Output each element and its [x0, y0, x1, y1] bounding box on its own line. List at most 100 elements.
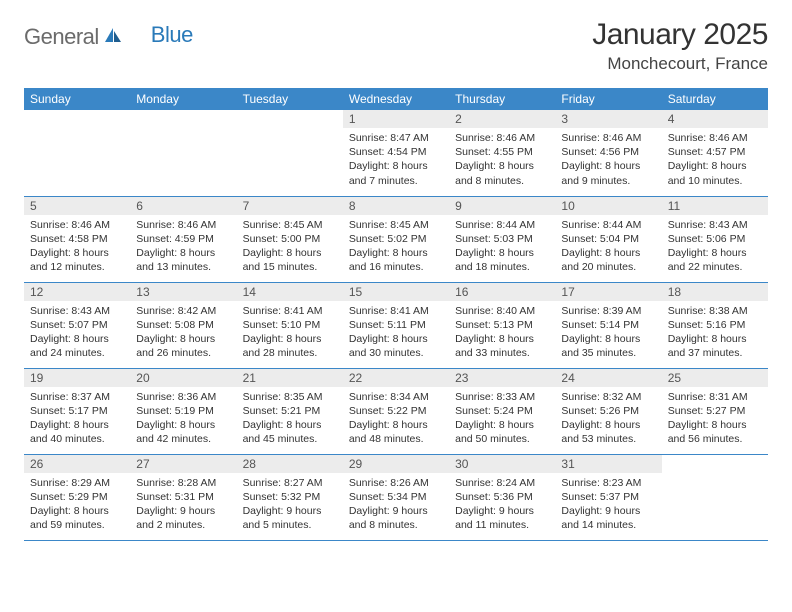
- calendar-cell: 31Sunrise: 8:23 AMSunset: 5:37 PMDayligh…: [555, 454, 661, 540]
- sunset-line: Sunset: 5:08 PM: [136, 318, 230, 332]
- day-body: Sunrise: 8:34 AMSunset: 5:22 PMDaylight:…: [343, 387, 449, 451]
- sunset-line: Sunset: 4:54 PM: [349, 145, 443, 159]
- day-number: 15: [343, 283, 449, 301]
- day-body: Sunrise: 8:45 AMSunset: 5:02 PMDaylight:…: [343, 215, 449, 279]
- daylight-line: Daylight: 8 hours and 48 minutes.: [349, 418, 443, 446]
- calendar-cell: 2Sunrise: 8:46 AMSunset: 4:55 PMDaylight…: [449, 110, 555, 196]
- day-body: Sunrise: 8:36 AMSunset: 5:19 PMDaylight:…: [130, 387, 236, 451]
- sunset-line: Sunset: 5:24 PM: [455, 404, 549, 418]
- daylight-line: Daylight: 9 hours and 5 minutes.: [243, 504, 337, 532]
- sunrise-line: Sunrise: 8:23 AM: [561, 476, 655, 490]
- header: General Blue January 2025 Monchecourt, F…: [24, 18, 768, 74]
- calendar-cell: 24Sunrise: 8:32 AMSunset: 5:26 PMDayligh…: [555, 368, 661, 454]
- day-number: 6: [130, 197, 236, 215]
- sunset-line: Sunset: 5:03 PM: [455, 232, 549, 246]
- day-number: 5: [24, 197, 130, 215]
- daylight-line: Daylight: 8 hours and 30 minutes.: [349, 332, 443, 360]
- daylight-line: Daylight: 8 hours and 42 minutes.: [136, 418, 230, 446]
- sunrise-line: Sunrise: 8:41 AM: [349, 304, 443, 318]
- sunset-line: Sunset: 5:16 PM: [668, 318, 762, 332]
- calendar-cell: 16Sunrise: 8:40 AMSunset: 5:13 PMDayligh…: [449, 282, 555, 368]
- daylight-line: Daylight: 8 hours and 9 minutes.: [561, 159, 655, 187]
- daylight-line: Daylight: 8 hours and 56 minutes.: [668, 418, 762, 446]
- calendar-cell-empty: [24, 110, 130, 196]
- sunrise-line: Sunrise: 8:27 AM: [243, 476, 337, 490]
- title-block: January 2025 Monchecourt, France: [592, 18, 768, 74]
- daylight-line: Daylight: 8 hours and 10 minutes.: [668, 159, 762, 187]
- sunset-line: Sunset: 5:04 PM: [561, 232, 655, 246]
- sunset-line: Sunset: 4:57 PM: [668, 145, 762, 159]
- daylight-line: Daylight: 8 hours and 33 minutes.: [455, 332, 549, 360]
- calendar-row: 26Sunrise: 8:29 AMSunset: 5:29 PMDayligh…: [24, 454, 768, 540]
- sunset-line: Sunset: 5:06 PM: [668, 232, 762, 246]
- calendar-cell: 15Sunrise: 8:41 AMSunset: 5:11 PMDayligh…: [343, 282, 449, 368]
- calendar-cell: 12Sunrise: 8:43 AMSunset: 5:07 PMDayligh…: [24, 282, 130, 368]
- sunrise-line: Sunrise: 8:34 AM: [349, 390, 443, 404]
- day-number: 18: [662, 283, 768, 301]
- daylight-line: Daylight: 8 hours and 20 minutes.: [561, 246, 655, 274]
- sunrise-line: Sunrise: 8:44 AM: [455, 218, 549, 232]
- calendar-cell: 19Sunrise: 8:37 AMSunset: 5:17 PMDayligh…: [24, 368, 130, 454]
- day-body: Sunrise: 8:43 AMSunset: 5:06 PMDaylight:…: [662, 215, 768, 279]
- day-body: Sunrise: 8:35 AMSunset: 5:21 PMDaylight:…: [237, 387, 343, 451]
- day-number: 26: [24, 455, 130, 473]
- calendar-cell: 21Sunrise: 8:35 AMSunset: 5:21 PMDayligh…: [237, 368, 343, 454]
- calendar-cell: 30Sunrise: 8:24 AMSunset: 5:36 PMDayligh…: [449, 454, 555, 540]
- sunset-line: Sunset: 5:17 PM: [30, 404, 124, 418]
- sail-icon: [103, 26, 123, 49]
- calendar-cell: 20Sunrise: 8:36 AMSunset: 5:19 PMDayligh…: [130, 368, 236, 454]
- sunset-line: Sunset: 5:29 PM: [30, 490, 124, 504]
- daylight-line: Daylight: 8 hours and 50 minutes.: [455, 418, 549, 446]
- sunset-line: Sunset: 5:27 PM: [668, 404, 762, 418]
- logo-text-blue: Blue: [151, 22, 193, 48]
- day-number: 19: [24, 369, 130, 387]
- sunset-line: Sunset: 5:00 PM: [243, 232, 337, 246]
- calendar-cell: 6 Sunrise: 8:46 AMSunset: 4:59 PMDaylight…: [130, 196, 236, 282]
- sunrise-line: Sunrise: 8:38 AM: [668, 304, 762, 318]
- day-body: Sunrise: 8:29 AMSunset: 5:29 PMDaylight:…: [24, 473, 130, 537]
- calendar-cell: 11Sunrise: 8:43 AMSunset: 5:06 PMDayligh…: [662, 196, 768, 282]
- daylight-line: Daylight: 8 hours and 26 minutes.: [136, 332, 230, 360]
- daylight-line: Daylight: 8 hours and 22 minutes.: [668, 246, 762, 274]
- day-body: Sunrise: 8:46 AMSunset: 4:56 PMDaylight:…: [555, 128, 661, 192]
- calendar-cell: 10Sunrise: 8:44 AMSunset: 5:04 PMDayligh…: [555, 196, 661, 282]
- daylight-line: Daylight: 8 hours and 13 minutes.: [136, 246, 230, 274]
- day-header: Monday: [130, 88, 236, 110]
- calendar-cell-empty: [662, 454, 768, 540]
- sunrise-line: Sunrise: 8:46 AM: [668, 131, 762, 145]
- sunrise-line: Sunrise: 8:36 AM: [136, 390, 230, 404]
- daylight-line: Daylight: 8 hours and 15 minutes.: [243, 246, 337, 274]
- sunrise-line: Sunrise: 8:35 AM: [243, 390, 337, 404]
- calendar-cell: 13Sunrise: 8:42 AMSunset: 5:08 PMDayligh…: [130, 282, 236, 368]
- day-body: Sunrise: 8:45 AMSunset: 5:00 PMDaylight:…: [237, 215, 343, 279]
- sunset-line: Sunset: 5:21 PM: [243, 404, 337, 418]
- day-body: Sunrise: 8:33 AMSunset: 5:24 PMDaylight:…: [449, 387, 555, 451]
- sunset-line: Sunset: 4:59 PM: [136, 232, 230, 246]
- day-body: Sunrise: 8:46 AMSunset: 4:57 PMDaylight:…: [662, 128, 768, 192]
- calendar-row: 5Sunrise: 8:46 AMSunset: 4:58 PMDaylight…: [24, 196, 768, 282]
- sunrise-line: Sunrise: 8:46 AM: [136, 218, 230, 232]
- day-number: 11: [662, 197, 768, 215]
- day-body: Sunrise: 8:23 AMSunset: 5:37 PMDaylight:…: [555, 473, 661, 537]
- day-number: 31: [555, 455, 661, 473]
- daylight-line: Daylight: 8 hours and 8 minutes.: [455, 159, 549, 187]
- day-number: 20: [130, 369, 236, 387]
- sunset-line: Sunset: 5:14 PM: [561, 318, 655, 332]
- sunrise-line: Sunrise: 8:28 AM: [136, 476, 230, 490]
- calendar-cell: 26Sunrise: 8:29 AMSunset: 5:29 PMDayligh…: [24, 454, 130, 540]
- sunrise-line: Sunrise: 8:46 AM: [30, 218, 124, 232]
- daylight-line: Daylight: 8 hours and 59 minutes.: [30, 504, 124, 532]
- day-body: Sunrise: 8:46 AMSunset: 4:58 PMDaylight:…: [24, 215, 130, 279]
- day-header: Thursday: [449, 88, 555, 110]
- sunset-line: Sunset: 5:02 PM: [349, 232, 443, 246]
- day-body: Sunrise: 8:39 AMSunset: 5:14 PMDaylight:…: [555, 301, 661, 365]
- sunrise-line: Sunrise: 8:43 AM: [30, 304, 124, 318]
- daylight-line: Daylight: 8 hours and 7 minutes.: [349, 159, 443, 187]
- sunset-line: Sunset: 5:19 PM: [136, 404, 230, 418]
- calendar-cell: 4Sunrise: 8:46 AMSunset: 4:57 PMDaylight…: [662, 110, 768, 196]
- day-header: Sunday: [24, 88, 130, 110]
- daylight-line: Daylight: 9 hours and 11 minutes.: [455, 504, 549, 532]
- sunrise-line: Sunrise: 8:39 AM: [561, 304, 655, 318]
- day-body: Sunrise: 8:47 AMSunset: 4:54 PMDaylight:…: [343, 128, 449, 192]
- daylight-line: Daylight: 8 hours and 12 minutes.: [30, 246, 124, 274]
